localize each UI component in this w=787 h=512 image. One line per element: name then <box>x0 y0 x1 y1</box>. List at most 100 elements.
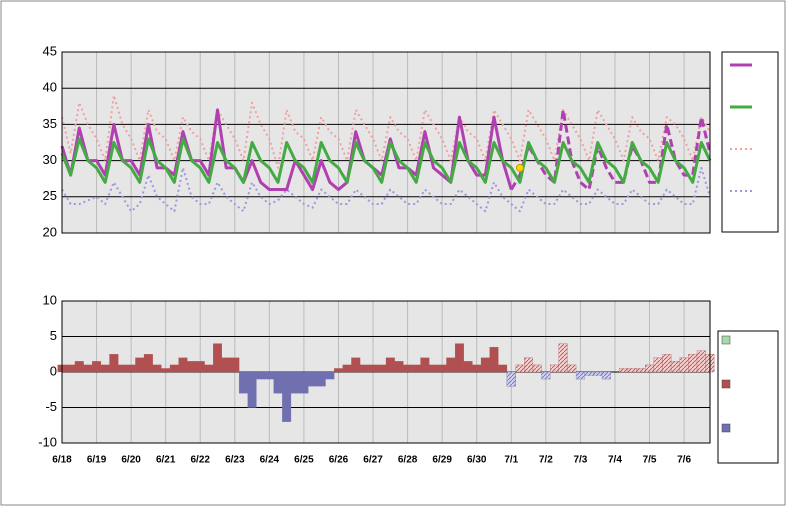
area-segment <box>463 361 473 373</box>
area-segment <box>135 357 145 373</box>
series-line <box>60 108 513 192</box>
area-segment <box>204 364 214 373</box>
x-tick-label: 6/29 <box>432 455 452 466</box>
x-tick-label: 6/27 <box>363 455 383 466</box>
area-segment <box>230 357 240 373</box>
area-segment <box>489 346 499 373</box>
x-tick-label: 6/23 <box>225 455 245 466</box>
area-segment <box>178 357 188 373</box>
x-tick-label: 7/3 <box>573 455 587 466</box>
plot-border <box>61 51 711 234</box>
area-segment <box>273 371 283 394</box>
area-segment <box>213 343 222 373</box>
area-segment <box>653 357 663 373</box>
series-line <box>60 137 712 184</box>
area-segment <box>394 361 404 373</box>
area-segment <box>377 364 387 373</box>
area-segment <box>575 371 585 380</box>
area-segment <box>627 368 637 373</box>
current-marker <box>515 163 524 172</box>
x-tick-label: 6/20 <box>121 455 141 466</box>
legend-box <box>721 51 779 233</box>
x-tick-label: 6/25 <box>294 455 314 466</box>
area-segment <box>152 364 162 373</box>
area-segment <box>143 354 153 373</box>
x-tick-label: 6/26 <box>329 455 349 466</box>
area-segment <box>247 371 257 408</box>
x-tick-label: 7/2 <box>539 455 553 466</box>
area-segment <box>437 364 447 373</box>
area-segment <box>359 364 369 373</box>
area-segment <box>679 357 689 373</box>
area-segment <box>636 368 646 373</box>
area-segment <box>645 364 654 373</box>
area-segment <box>662 354 672 373</box>
area-segment <box>334 368 343 373</box>
area-segment <box>411 364 421 373</box>
area-segment <box>506 371 516 387</box>
y-tick-label: 35 <box>43 116 57 131</box>
plot-border <box>61 300 711 444</box>
area-segment <box>74 361 84 373</box>
x-tick-label: 7/5 <box>643 455 657 466</box>
y-tick-label: 5 <box>50 328 57 343</box>
area-segment <box>385 357 395 373</box>
area-segment <box>282 371 292 422</box>
x-tick-label: 6/30 <box>467 455 487 466</box>
area-segment <box>290 371 300 394</box>
area-segment <box>368 364 378 373</box>
area-segment <box>550 364 559 373</box>
area-segment <box>299 371 309 394</box>
y-tick-label: 45 <box>43 43 57 58</box>
y-tick-label: 25 <box>43 188 57 203</box>
y-tick-label: -10 <box>38 434 57 449</box>
area-segment <box>670 361 680 373</box>
area-segment <box>472 364 482 373</box>
x-tick-label: 7/1 <box>504 455 518 466</box>
area-segment <box>109 354 119 373</box>
area-segment <box>593 371 603 376</box>
series-line <box>61 166 711 213</box>
x-tick-label: 6/21 <box>156 455 176 466</box>
legend-box <box>717 330 779 464</box>
area-segment <box>498 364 508 373</box>
area-segment <box>601 371 611 380</box>
area-segment <box>541 371 551 380</box>
area-segment <box>308 371 318 387</box>
area-segment <box>161 368 171 373</box>
area-segment <box>619 368 629 373</box>
x-tick-label: 6/19 <box>87 455 107 466</box>
area-segment <box>429 364 438 373</box>
area-segment <box>83 364 93 373</box>
area-segment <box>264 371 274 380</box>
area-segment <box>238 371 248 394</box>
x-tick-label: 7/4 <box>608 455 622 466</box>
area-segment <box>567 364 577 373</box>
area-segment <box>92 361 102 373</box>
area-segment <box>584 371 594 376</box>
area-segment <box>558 343 568 373</box>
y-tick-label: 0 <box>50 363 57 378</box>
x-tick-label: 6/24 <box>260 455 280 466</box>
area-segment <box>342 364 352 373</box>
x-tick-label: 6/22 <box>191 455 211 466</box>
y-tick-label: 10 <box>43 292 57 307</box>
area-segment <box>480 357 490 373</box>
y-tick-label: 20 <box>43 224 57 239</box>
area-segment <box>256 371 266 380</box>
area-segment <box>688 354 698 373</box>
area-segment <box>316 371 326 387</box>
x-tick-label: 7/6 <box>677 455 691 466</box>
y-tick-label: -5 <box>45 399 57 414</box>
y-tick-label: 30 <box>43 152 57 167</box>
legend-swatch <box>721 335 731 345</box>
area-segment <box>66 364 76 373</box>
y-tick-label: 40 <box>43 80 57 95</box>
area-segment <box>325 371 335 380</box>
area-segment <box>403 364 413 373</box>
legend-swatch <box>721 379 731 389</box>
area-segment <box>187 361 197 373</box>
area-segment <box>515 364 525 373</box>
legend-swatch <box>721 423 731 433</box>
